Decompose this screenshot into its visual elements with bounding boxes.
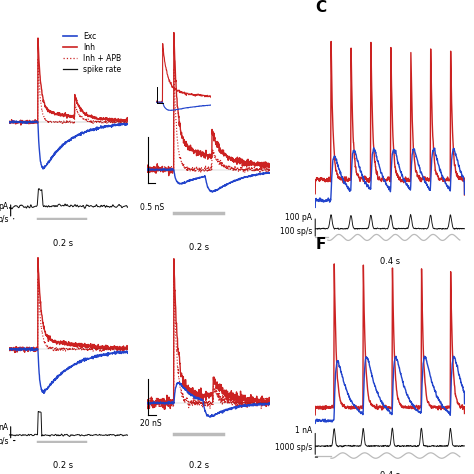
Text: pA: pA bbox=[0, 202, 8, 211]
Text: p/s: p/s bbox=[0, 437, 8, 446]
Text: 0.5 nS: 0.5 nS bbox=[139, 203, 164, 211]
Text: 0.2 s: 0.2 s bbox=[53, 239, 73, 247]
Text: 20 nS: 20 nS bbox=[139, 419, 161, 428]
Text: 0.2 s: 0.2 s bbox=[53, 462, 73, 470]
Text: 0.2 s: 0.2 s bbox=[189, 461, 209, 470]
Text: 1000 sp/s: 1000 sp/s bbox=[275, 443, 312, 452]
Text: C: C bbox=[315, 0, 326, 15]
Text: 0.2 s: 0.2 s bbox=[189, 243, 209, 252]
Text: 0.4 s: 0.4 s bbox=[380, 471, 400, 474]
Text: 1 nA: 1 nA bbox=[295, 426, 312, 435]
Text: nA: nA bbox=[0, 423, 8, 432]
Legend: Exc, Inh, Inh + APB, spike rate: Exc, Inh, Inh + APB, spike rate bbox=[60, 29, 124, 77]
Text: 100 pA: 100 pA bbox=[285, 213, 312, 222]
Text: F: F bbox=[315, 237, 326, 252]
Text: 0.4 s: 0.4 s bbox=[380, 257, 400, 266]
Text: 100 sp/s: 100 sp/s bbox=[280, 228, 312, 236]
Text: p/s: p/s bbox=[0, 215, 8, 224]
